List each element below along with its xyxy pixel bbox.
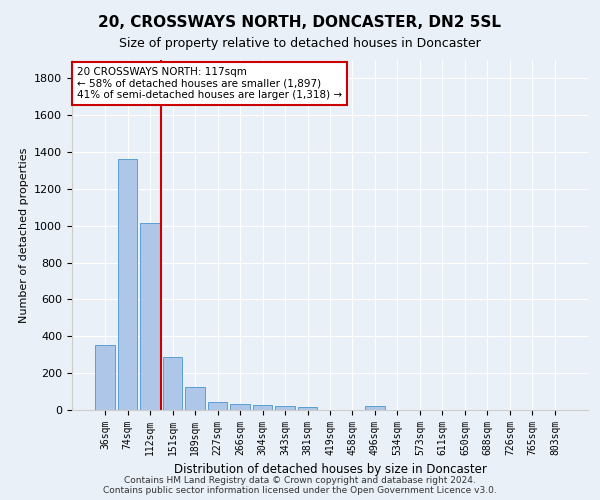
Text: 20, CROSSWAYS NORTH, DONCASTER, DN2 5SL: 20, CROSSWAYS NORTH, DONCASTER, DN2 5SL: [98, 15, 502, 30]
Y-axis label: Number of detached properties: Number of detached properties: [19, 148, 29, 322]
Bar: [275, 406, 295, 410]
Bar: [230, 404, 250, 410]
Bar: [208, 402, 227, 410]
Bar: [365, 406, 385, 410]
Bar: [253, 405, 272, 410]
Bar: [298, 407, 317, 410]
Bar: [163, 356, 182, 410]
Bar: [95, 344, 115, 410]
Bar: [140, 223, 160, 410]
Bar: [118, 160, 137, 410]
Text: Contains HM Land Registry data © Crown copyright and database right 2024.
Contai: Contains HM Land Registry data © Crown c…: [103, 476, 497, 495]
Text: Size of property relative to detached houses in Doncaster: Size of property relative to detached ho…: [119, 38, 481, 51]
Text: 20 CROSSWAYS NORTH: 117sqm
← 58% of detached houses are smaller (1,897)
41% of s: 20 CROSSWAYS NORTH: 117sqm ← 58% of deta…: [77, 67, 342, 100]
X-axis label: Distribution of detached houses by size in Doncaster: Distribution of detached houses by size …: [173, 464, 487, 476]
Bar: [185, 387, 205, 410]
